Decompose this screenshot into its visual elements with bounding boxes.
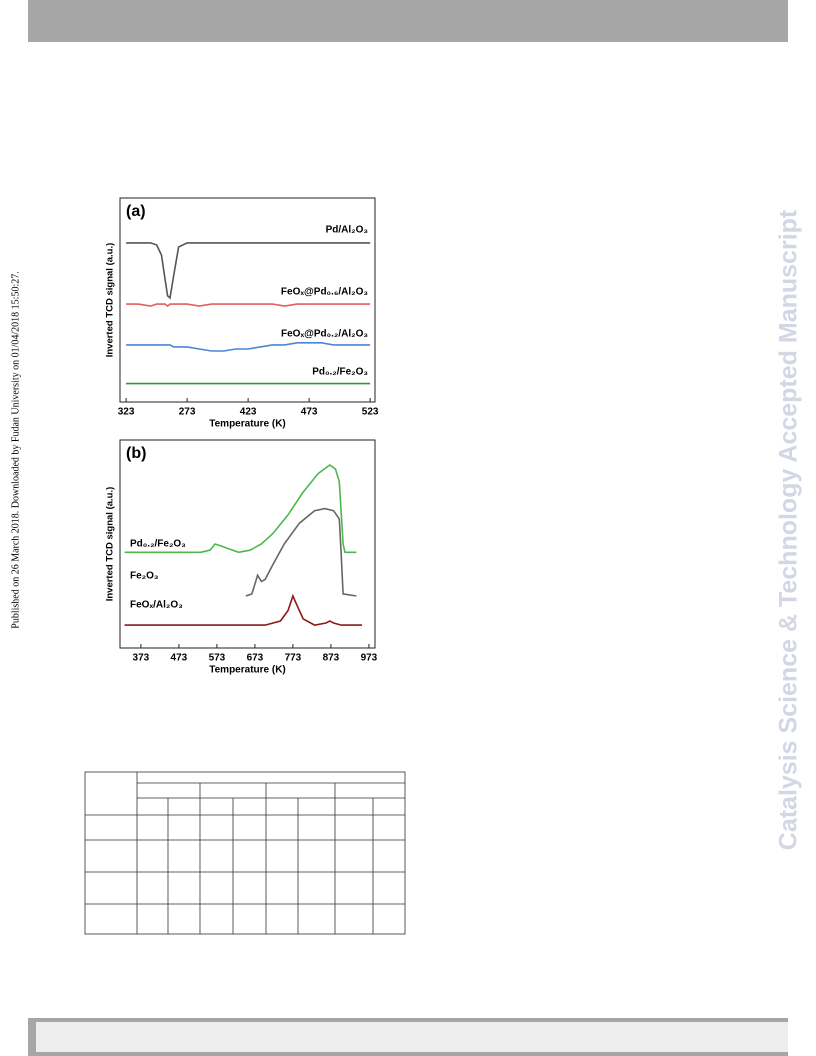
- x-axis-label: Temperature (K): [209, 665, 286, 676]
- panel-label: (b): [126, 445, 146, 462]
- series-label: Fe₂O₃: [130, 571, 159, 582]
- panel-label: (a): [126, 203, 146, 220]
- series-line: [126, 303, 371, 308]
- series-label: Pd/Al₂O₃: [326, 225, 369, 236]
- series-label: FeOₓ@Pd₀.₂/Al₂O₃: [281, 329, 368, 340]
- x-tick-label: 873: [323, 653, 340, 664]
- x-tick-label: 273: [179, 407, 196, 418]
- series-label: FeOₓ@Pd₀.₆/Al₂O₃: [281, 287, 368, 298]
- y-axis-label: Inverted TCD signal (a.u.): [105, 487, 116, 602]
- series-label: FeOₓ/Al₂O₃: [130, 600, 183, 611]
- series-label: Pd₀.₂/Fe₂O₃: [312, 367, 368, 378]
- table: [84, 771, 406, 935]
- x-tick-label: 573: [209, 653, 226, 664]
- series-line: [124, 593, 363, 626]
- plot-frame: [119, 439, 376, 649]
- series-line: [245, 507, 357, 597]
- x-tick-label: 523: [362, 407, 379, 418]
- x-tick-label: 773: [285, 653, 302, 664]
- series-line: [126, 242, 371, 300]
- x-tick-label: 373: [133, 653, 150, 664]
- x-tick-label: 423: [240, 407, 257, 418]
- header-bar: [28, 0, 788, 42]
- footer-inner: [36, 1022, 788, 1052]
- x-tick-label: 473: [171, 653, 188, 664]
- series-label: Pd₀.₂/Fe₂O₃: [130, 539, 186, 550]
- x-tick-label: 973: [361, 653, 378, 664]
- watermark: Catalysis Science & Technology Accepted …: [775, 209, 803, 850]
- x-tick-label: 323: [118, 407, 135, 418]
- series-line: [126, 342, 371, 352]
- x-tick-label: 673: [247, 653, 264, 664]
- y-axis-label: Inverted TCD signal (a.u.): [105, 243, 116, 358]
- side-note: Published on 26 March 2018. Downloaded b…: [10, 271, 21, 628]
- series-line: [124, 464, 357, 554]
- plot-frame: [119, 197, 376, 403]
- x-tick-label: 473: [301, 407, 318, 418]
- x-axis-label: Temperature (K): [209, 419, 286, 430]
